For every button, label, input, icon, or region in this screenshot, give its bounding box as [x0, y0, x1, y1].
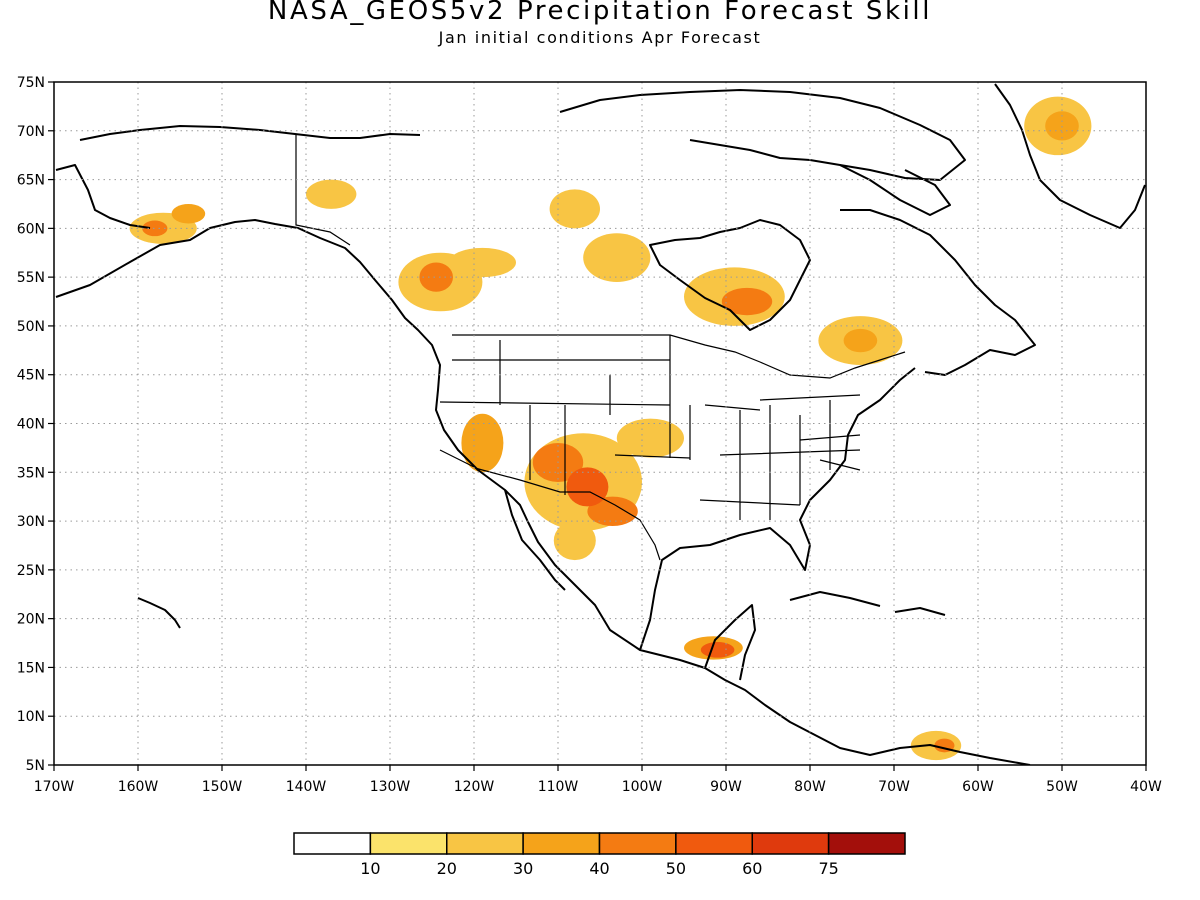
- colorbar-label: 50: [666, 859, 686, 878]
- state-lines-central: [669, 335, 861, 520]
- y-tick-label: 10N: [17, 709, 45, 725]
- skill-area: [587, 496, 638, 526]
- colorbar-swatch: [675, 832, 753, 855]
- x-tick-label: 140W: [286, 779, 327, 795]
- y-tick-label: 35N: [17, 465, 45, 481]
- coastline-yucatan: [704, 604, 756, 681]
- y-tick-label: 25N: [17, 563, 45, 579]
- colorbar-swatch: [369, 832, 448, 855]
- skill-area: [721, 287, 773, 316]
- skill-area: [448, 247, 516, 278]
- figure-title: NASA_GEOS5v2 Precipitation Forecast Skil…: [267, 0, 933, 26]
- coastline-baffin: [839, 164, 951, 216]
- coastline-alaska-west: [55, 164, 151, 229]
- skill-area: [553, 521, 596, 561]
- coastline-labrador: [840, 209, 1036, 376]
- y-tick-label: 55N: [17, 270, 45, 286]
- axes: 170W 160W 150W 140W 130W 120W 110W 100W 90W 80W 70…: [17, 75, 1162, 795]
- colorbar-swatch: [751, 832, 830, 855]
- coastline-baja: [504, 489, 566, 591]
- skill-area: [616, 418, 685, 458]
- coastlines: [55, 83, 1146, 765]
- y-tick-label: 30N: [17, 514, 45, 530]
- coastline-hudson-bay: [649, 219, 811, 331]
- skill-area: [461, 413, 504, 473]
- colorbar-swatch: [293, 832, 372, 855]
- y-tick-label: 15N: [17, 660, 45, 676]
- x-tick-label: 170W: [34, 779, 75, 795]
- skill-area: [583, 233, 651, 283]
- y-tick-label: 70N: [17, 124, 45, 140]
- colorbar-swatch: [522, 832, 601, 855]
- x-tick-label: 60W: [962, 779, 994, 795]
- coastline-greenland: [994, 83, 1146, 229]
- x-tick-label: 70W: [878, 779, 910, 795]
- skill-area: [142, 220, 168, 237]
- y-tick-label: 60N: [17, 221, 45, 237]
- coastline-alaska-north: [79, 125, 421, 141]
- y-tick-label: 45N: [17, 368, 45, 384]
- skill-area: [171, 203, 206, 224]
- skill-area: [1045, 111, 1079, 141]
- x-tick-label: 110W: [538, 779, 579, 795]
- skill-area: [700, 642, 735, 658]
- x-tick-label: 90W: [710, 779, 742, 795]
- coastline-cuba: [789, 591, 881, 607]
- y-tick-label: 40N: [17, 417, 45, 433]
- colorbar-swatch: [827, 832, 906, 855]
- figure-subtitle: Jan initial conditions Apr Forecast: [438, 28, 762, 47]
- y-tick-label: 65N: [17, 173, 45, 189]
- colorbar-swatch: [598, 832, 677, 855]
- border-us-mexico: [474, 467, 661, 561]
- colorbar-label: 40: [589, 859, 609, 878]
- y-tick-label: 5N: [26, 758, 45, 774]
- coastline-hawaii: [137, 597, 181, 629]
- x-tick-label: 100W: [622, 779, 663, 795]
- skill-area: [306, 179, 357, 209]
- state-lines-east: [759, 394, 861, 471]
- y-tick-label: 75N: [17, 75, 45, 91]
- coastline-hispaniola: [894, 607, 946, 616]
- skill-area: [419, 262, 454, 292]
- political-boundaries: [295, 134, 906, 561]
- x-tick-label: 40W: [1130, 779, 1162, 795]
- coastline-alaska: [55, 219, 1031, 765]
- border-us-canada: [452, 334, 906, 379]
- y-tick-label: 20N: [17, 612, 45, 628]
- colorbar: 10 20 30 40 50 60 75: [293, 832, 906, 878]
- x-tick-label: 120W: [454, 779, 495, 795]
- x-tick-label: 130W: [370, 779, 411, 795]
- colorbar-label: 75: [818, 859, 838, 878]
- colorbar-label: 30: [513, 859, 533, 878]
- colorbar-label: 20: [437, 859, 457, 878]
- x-tick-label: 150W: [202, 779, 243, 795]
- coastline-gulf: [639, 367, 916, 651]
- skill-area: [549, 189, 600, 229]
- colorbar-label: 10: [360, 859, 380, 878]
- x-tick-label: 80W: [794, 779, 826, 795]
- y-tick-label: 50N: [17, 319, 45, 335]
- state-lines-west: [439, 340, 691, 495]
- colorbar-swatch: [446, 832, 524, 855]
- skill-area: [843, 328, 878, 353]
- x-tick-label: 160W: [118, 779, 159, 795]
- skill-area: [566, 467, 609, 507]
- skill-shading: [129, 96, 1092, 761]
- grid-lines: [54, 82, 1146, 765]
- colorbar-label: 60: [742, 859, 762, 878]
- coastline-arctic: [559, 89, 966, 181]
- x-tick-label: 50W: [1046, 779, 1078, 795]
